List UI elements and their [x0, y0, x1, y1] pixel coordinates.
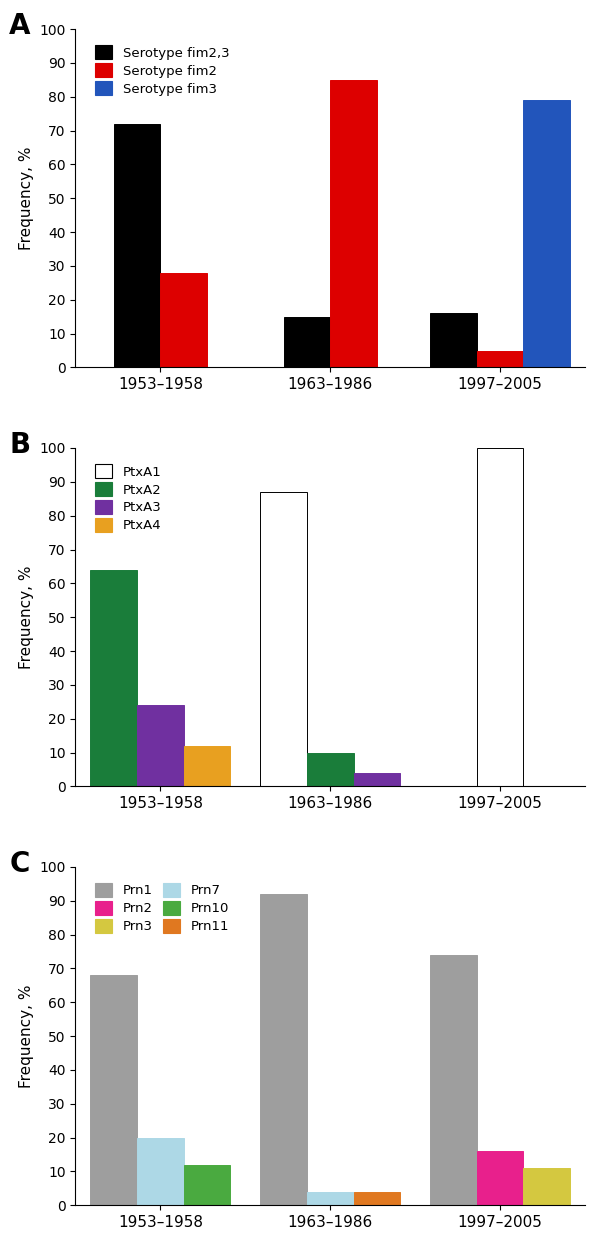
Bar: [137, 1138, 184, 1205]
Text: B: B: [9, 431, 31, 459]
Legend: PtxA1, PtxA2, PtxA3, PtxA4: PtxA1, PtxA2, PtxA3, PtxA4: [92, 462, 164, 535]
Bar: [184, 1164, 230, 1205]
Bar: [184, 746, 230, 787]
Bar: [523, 1168, 570, 1205]
Y-axis label: Frequency, %: Frequency, %: [19, 565, 34, 669]
Bar: [353, 773, 400, 787]
Text: C: C: [9, 850, 29, 878]
Bar: [430, 955, 477, 1205]
Bar: [307, 752, 353, 787]
Bar: [284, 316, 330, 367]
Bar: [260, 492, 307, 787]
Bar: [477, 1152, 523, 1205]
Y-axis label: Frequency, %: Frequency, %: [19, 147, 34, 250]
Bar: [160, 273, 207, 367]
Bar: [307, 1191, 353, 1205]
Bar: [91, 570, 137, 787]
Bar: [353, 1191, 400, 1205]
Legend: Prn1, Prn2, Prn3, Prn7, Prn10, Prn11: Prn1, Prn2, Prn3, Prn7, Prn10, Prn11: [92, 880, 232, 936]
Legend: Serotype fim2,3, Serotype fim2, Serotype fim3: Serotype fim2,3, Serotype fim2, Serotype…: [92, 42, 232, 98]
Bar: [260, 894, 307, 1205]
Y-axis label: Frequency, %: Frequency, %: [19, 985, 34, 1088]
Bar: [430, 314, 477, 367]
Bar: [477, 351, 523, 367]
Bar: [477, 448, 523, 787]
Bar: [113, 123, 160, 367]
Bar: [91, 975, 137, 1205]
Bar: [137, 705, 184, 787]
Text: A: A: [9, 12, 31, 40]
Bar: [523, 100, 570, 367]
Bar: [330, 80, 377, 367]
